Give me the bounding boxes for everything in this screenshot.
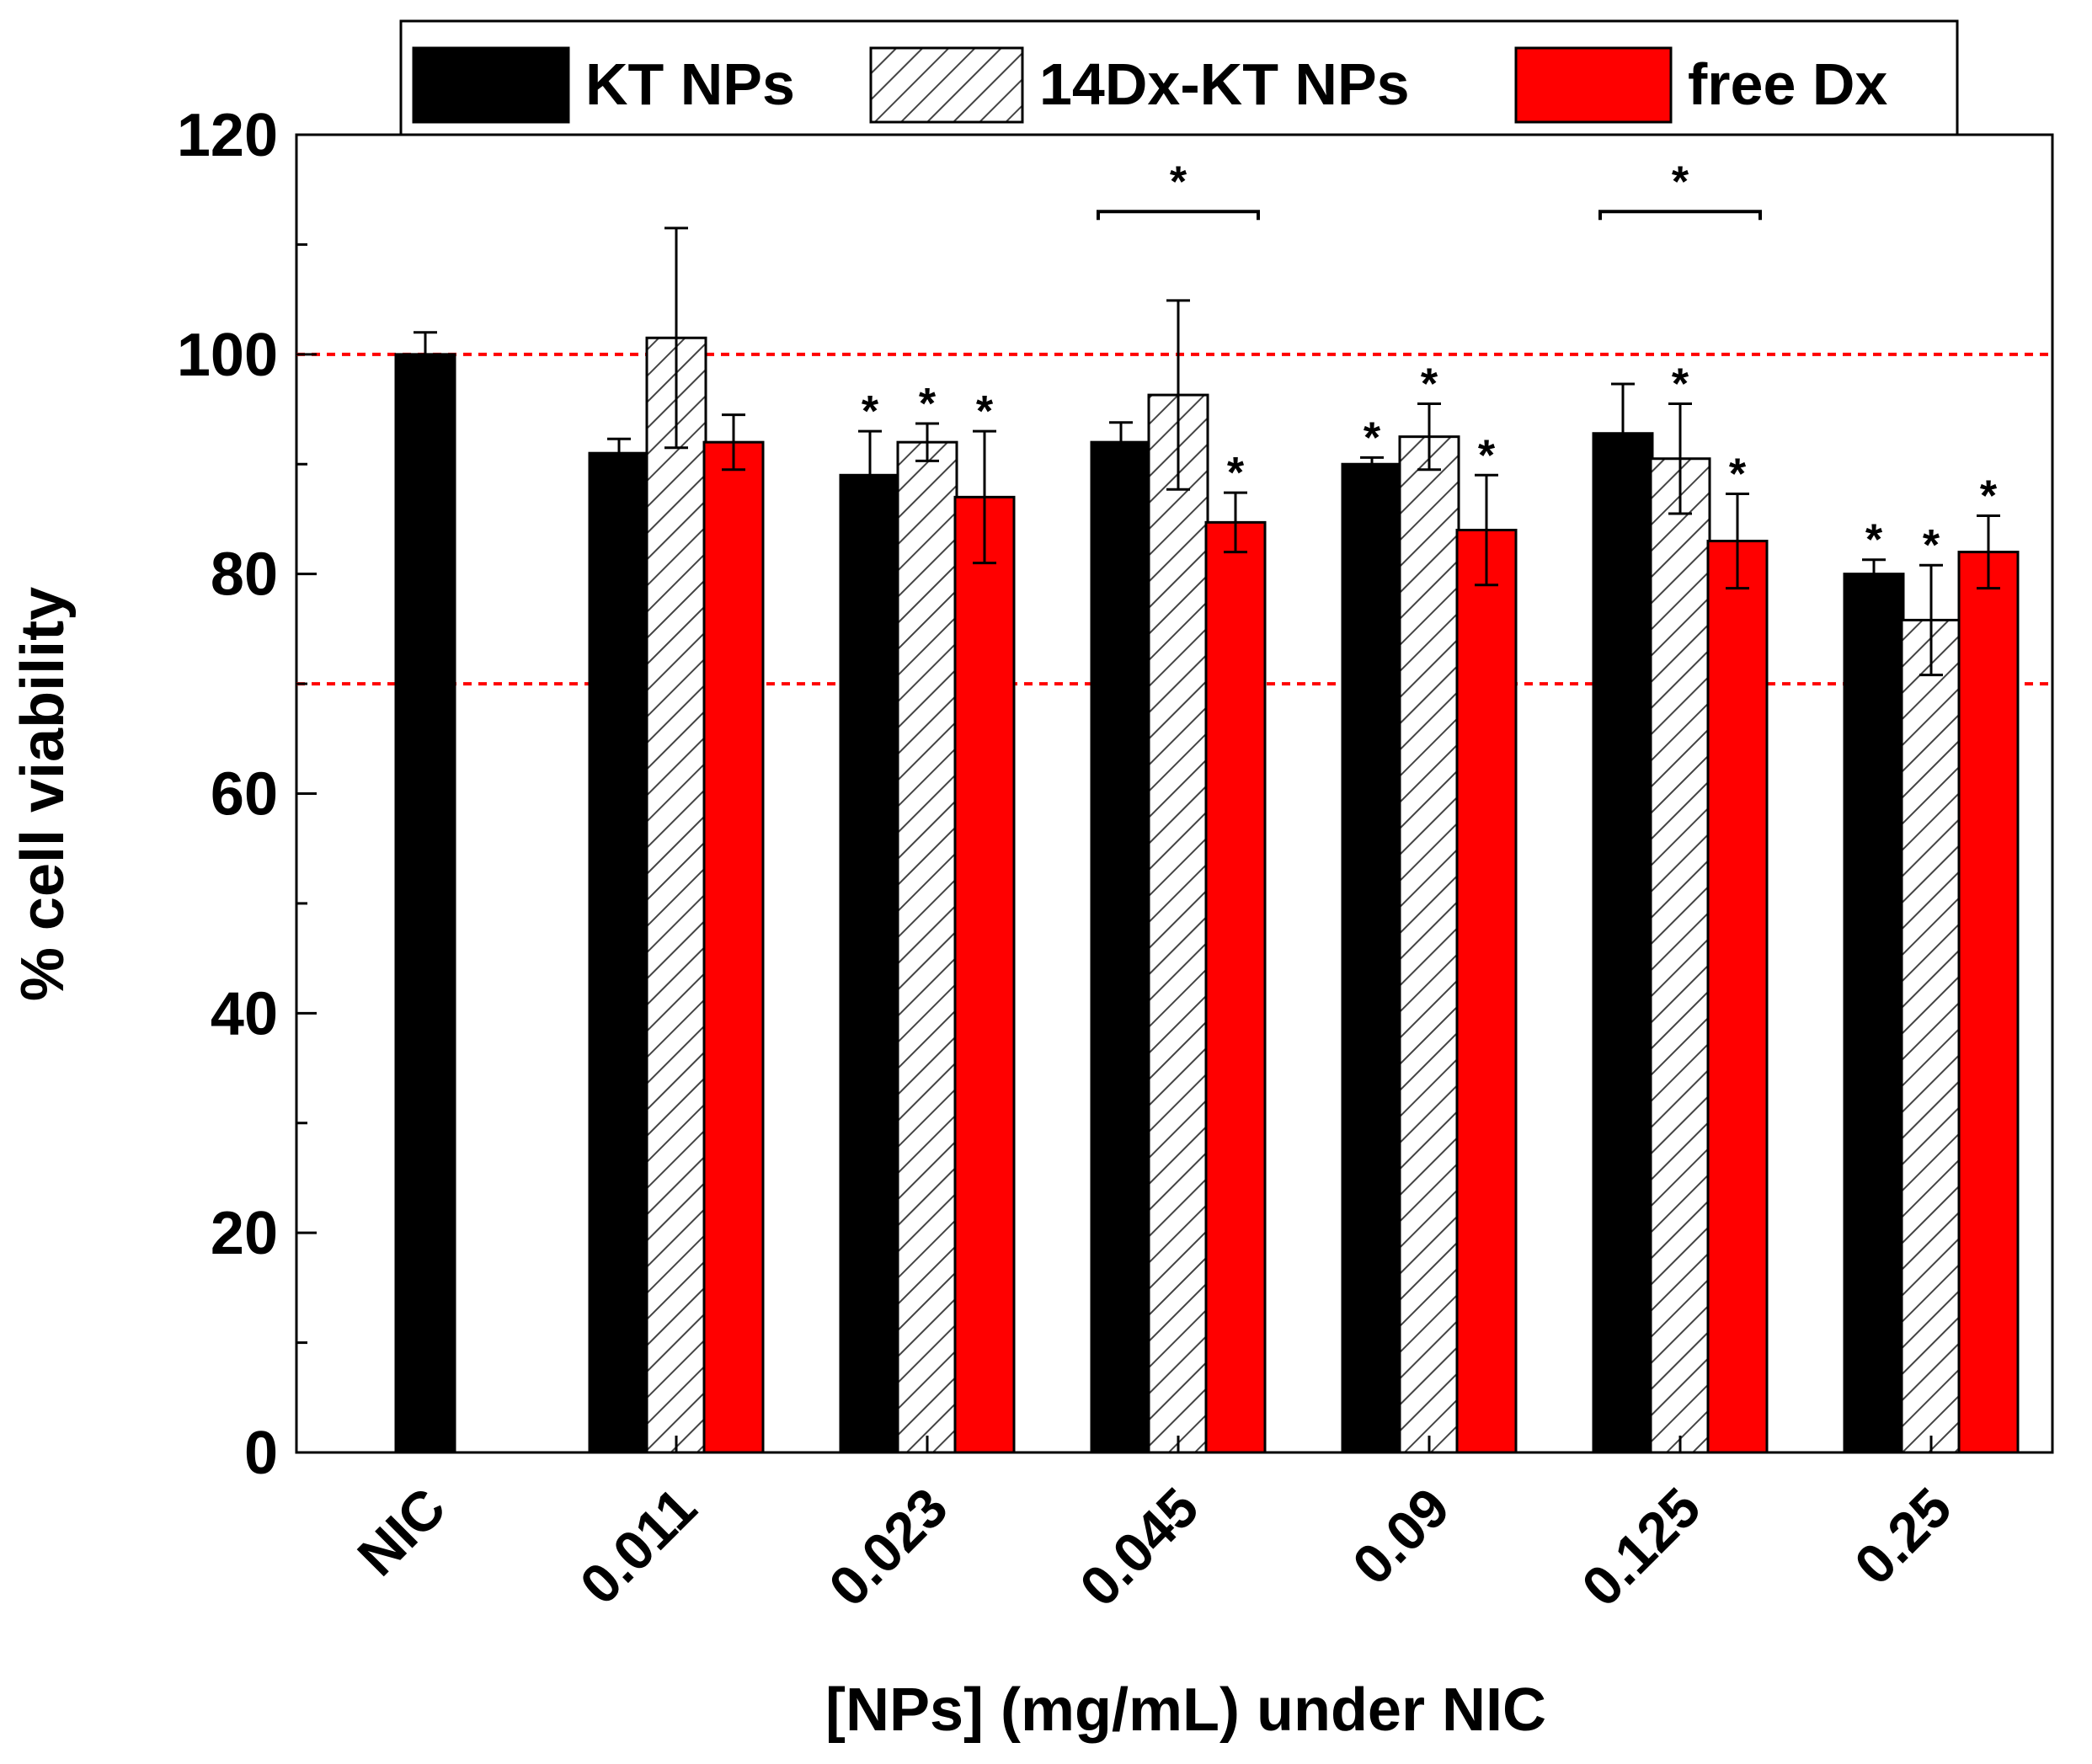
bars: [394, 336, 2020, 1454]
significance-bracket-0-045: [1097, 210, 1260, 221]
y-tick-label-120: 120: [177, 102, 278, 169]
significance-brackets: * *: [1097, 157, 1762, 221]
significance-star-14dx-kt-nps-0-125: *: [1672, 360, 1689, 409]
significance-star-free-dx-0-045: *: [1227, 449, 1245, 498]
significance-star-free-dx-0-125: *: [1729, 450, 1747, 498]
bar-14dx-kt-nps-0-023: [896, 440, 958, 1454]
legend-swatch-kt-nps: [412, 46, 570, 124]
legend-box: [399, 19, 1959, 136]
bar-kt-nps-0-25: [1843, 573, 1905, 1454]
x-tick-label-nic: NIC: [345, 1476, 457, 1588]
significance-star-free-dx-0-09: *: [1478, 431, 1496, 480]
significance-star-kt-nps-0-09: *: [1364, 413, 1381, 462]
x-tick-label-0-125: 0.125: [1570, 1476, 1712, 1618]
significance-star-kt-nps-0-25: *: [1865, 516, 1883, 565]
legend-label-free-dx: free Dx: [1688, 51, 1887, 117]
x-tick-label-0-09: 0.09: [1341, 1476, 1461, 1596]
bar-kt-nps-0-023: [839, 473, 901, 1454]
x-tick-label-0-011: 0.011: [568, 1476, 708, 1617]
significance-star-kt-nps-0-023: *: [862, 387, 879, 436]
bar-14dx-kt-nps-0-125: [1649, 457, 1711, 1454]
x-tick-label-0-25: 0.25: [1843, 1476, 1963, 1596]
bar-kt-nps-0-011: [588, 451, 650, 1454]
significance-star-14dx-kt-nps-0-09: *: [1421, 360, 1438, 409]
error-bars: [414, 226, 2000, 677]
significance-bracket-star-0-125: *: [1672, 157, 1689, 206]
legend-label-kt-nps: KT NPs: [585, 51, 795, 117]
legend-label-14dx-kt-nps: 14Dx-KT NPs: [1039, 51, 1410, 117]
y-tick-label-60: 60: [211, 761, 278, 829]
y-tick-label-100: 100: [177, 322, 278, 389]
x-tick-label-0-023: 0.023: [817, 1476, 959, 1618]
bar-kt-nps-0-09: [1341, 462, 1403, 1454]
x-tick-label-0-045: 0.045: [1068, 1476, 1210, 1618]
y-tick-label-20: 20: [211, 1200, 278, 1267]
bar-free-dx-0-045: [1204, 520, 1267, 1454]
bar-kt-nps-0-125: [1592, 432, 1654, 1454]
bar-kt-nps-0-045: [1090, 440, 1152, 1454]
significance-markers: * * * * * * * * * * * *: [862, 360, 1998, 571]
x-axis-title: [NPs] (mg/mL) under NIC: [825, 1676, 1546, 1744]
bar-14dx-kt-nps-0-09: [1398, 435, 1460, 1454]
significance-star-free-dx-0-25: *: [1980, 472, 1998, 521]
legend-swatch-14dx-kt-nps: [869, 46, 1024, 124]
bar-14dx-kt-nps-0-25: [1900, 618, 1962, 1454]
y-tick-label-40: 40: [211, 980, 278, 1047]
y-tick-label-80: 80: [211, 541, 278, 609]
bar-free-dx-0-011: [702, 440, 765, 1454]
significance-star-14dx-kt-nps-0-023: *: [919, 380, 937, 429]
bar-14dx-kt-nps-0-011: [645, 336, 707, 1454]
bar-kt-nps-nic: [394, 353, 456, 1454]
bar-free-dx-0-25: [1957, 551, 2020, 1454]
significance-star-14dx-kt-nps-0-25: *: [1923, 521, 1940, 570]
significance-star-free-dx-0-023: *: [976, 387, 994, 436]
significance-bracket-star-0-045: *: [1170, 157, 1187, 206]
y-axis-title: % cell viability: [9, 587, 77, 1001]
bar-free-dx-0-023: [953, 495, 1016, 1454]
legend: KT NPs 14Dx-KT NPs free Dx: [399, 19, 1959, 136]
legend-swatch-free-dx: [1514, 46, 1673, 124]
significance-bracket-0-125: [1598, 210, 1762, 221]
bar-free-dx-0-09: [1455, 529, 1518, 1454]
y-tick-label-0: 0: [244, 1420, 278, 1487]
bar-free-dx-0-125: [1706, 540, 1769, 1454]
bar-14dx-kt-nps-0-045: [1147, 393, 1209, 1454]
